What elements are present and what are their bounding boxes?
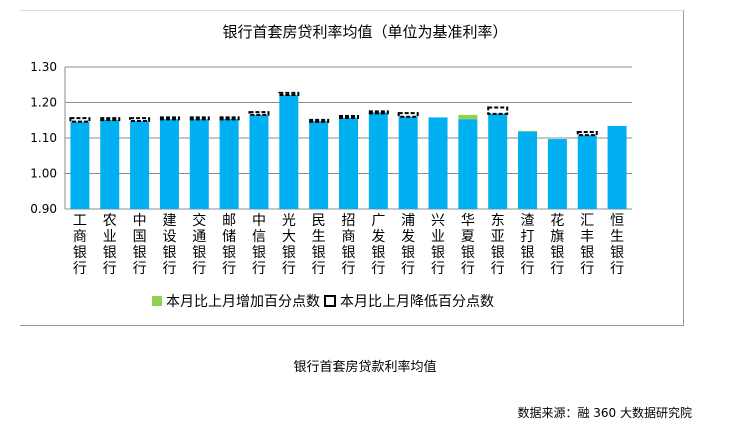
bar-decrease [218,116,240,121]
x-tick-label: 汇丰银行 [580,213,594,277]
bar-decrease [397,112,419,118]
x-tick-label: 东亚银行 [491,213,505,277]
chart-frame [20,10,684,326]
x-tick-label: 招商银行 [342,213,356,277]
legend: 本月比上月增加百分点数 本月比上月降低百分点数 [152,291,494,311]
bar-decrease [248,111,270,116]
y-tick-label: 1.30 [30,60,57,74]
bar [398,116,418,209]
bar [339,117,358,209]
x-tick-label: 恒生银行 [610,213,624,277]
bar [458,119,478,209]
data-source: 数据来源：融 360 大数据研究院 [517,406,692,420]
x-tick-label: 建设银行 [162,213,176,277]
x-tick-label: 兴业银行 [431,213,445,277]
y-tick-label: 1.20 [30,96,57,110]
bar [249,114,269,209]
x-tick-label: 农业银行 [103,213,117,277]
bar-increase [458,114,478,120]
x-tick-label: 渣打银行 [521,213,535,277]
bar-decrease [308,118,330,123]
bar-decrease [338,114,359,119]
bar [159,119,179,209]
bar-chart: 0.90 1.00 1.10 1.20 1.30 工商银行 农业银行 中国银行 建设银行 交通银行… [30,60,632,277]
y-tick-label: 1.10 [30,131,57,145]
x-tick-label: 浦发银行 [401,213,415,277]
x-tick-label: 民生银行 [312,213,326,277]
y-tick-label: 0.90 [30,202,57,216]
bar [130,120,150,209]
x-tick-label: 中国银行 [133,213,147,277]
x-tick-label: 工商银行 [73,213,87,277]
bar [547,139,567,209]
bar [368,112,388,209]
bar [309,120,329,209]
bar-decrease [487,106,509,115]
bar-decrease [158,116,180,121]
legend-label-increase: 本月比上月增加百分点数 [166,294,320,310]
bar [488,113,508,209]
x-tick-label: 中信银行 [252,213,266,277]
legend-label-decrease: 本月比上月降低百分点数 [340,294,494,310]
y-tick-label: 1.00 [30,167,57,181]
bar [70,121,90,209]
bar-decrease [69,117,91,123]
x-tick-label: 广发银行 [371,213,385,277]
bar-decrease [99,117,121,122]
bar [607,125,627,209]
bar [189,119,209,209]
bar-increase [518,130,538,132]
bar [100,119,120,209]
bar [518,131,538,209]
x-tick-label: 交通银行 [192,212,206,277]
bar-decrease [278,91,300,97]
legend-swatch-decrease [324,295,336,307]
bar [279,95,299,209]
x-tick-label: 华夏银行 [461,213,475,277]
chart-title: 银行首套房贷利率均值（单位为基准利率） [222,23,508,41]
bar [428,117,448,209]
bar-decrease [188,116,210,121]
bar-decrease [576,130,598,137]
bar-decrease [129,117,151,122]
chart-caption: 银行首套房贷款利率均值 [293,360,437,375]
x-tick-label: 花旗银行 [550,213,564,277]
x-tick-label: 光大银行 [282,213,296,277]
bar [577,135,597,209]
legend-swatch-increase [152,296,162,306]
bar-decrease [367,110,389,115]
bar [219,118,239,209]
x-tick-label: 邮储银行 [222,213,236,277]
